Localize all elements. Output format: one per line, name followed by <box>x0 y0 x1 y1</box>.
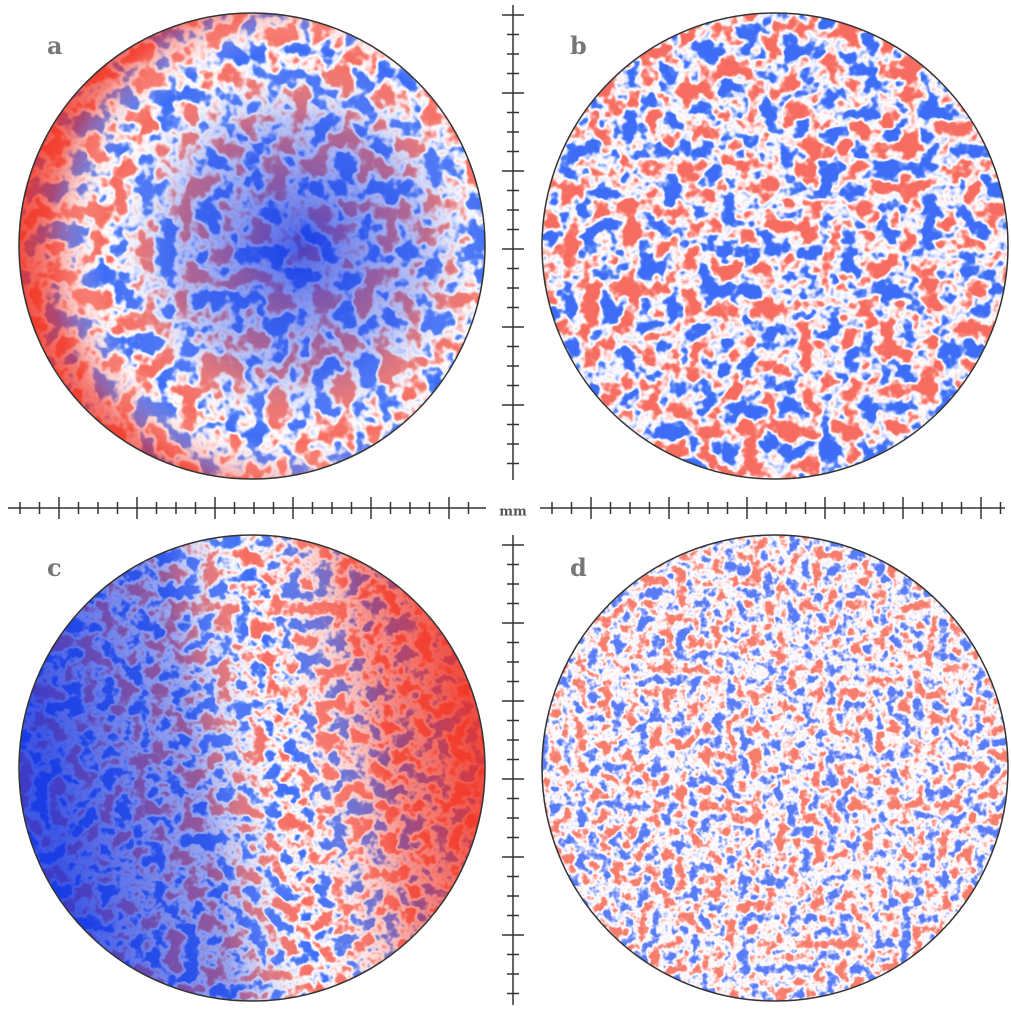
trend-overlay <box>19 535 485 1001</box>
scale-unit: mm <box>499 505 527 520</box>
noise-texture <box>542 13 1008 479</box>
trend-overlay <box>19 13 485 479</box>
surface-map <box>542 535 1008 1001</box>
panel-label: b <box>570 31 587 60</box>
noise-texture <box>542 535 1008 1001</box>
panel-label: c <box>47 553 62 582</box>
panel-label: d <box>570 553 587 582</box>
surface-map <box>19 13 485 479</box>
panel-label: a <box>47 31 63 60</box>
surface-map <box>542 13 1008 479</box>
figure: a b c d mm <box>0 0 1011 1016</box>
surface-map <box>19 535 485 1001</box>
